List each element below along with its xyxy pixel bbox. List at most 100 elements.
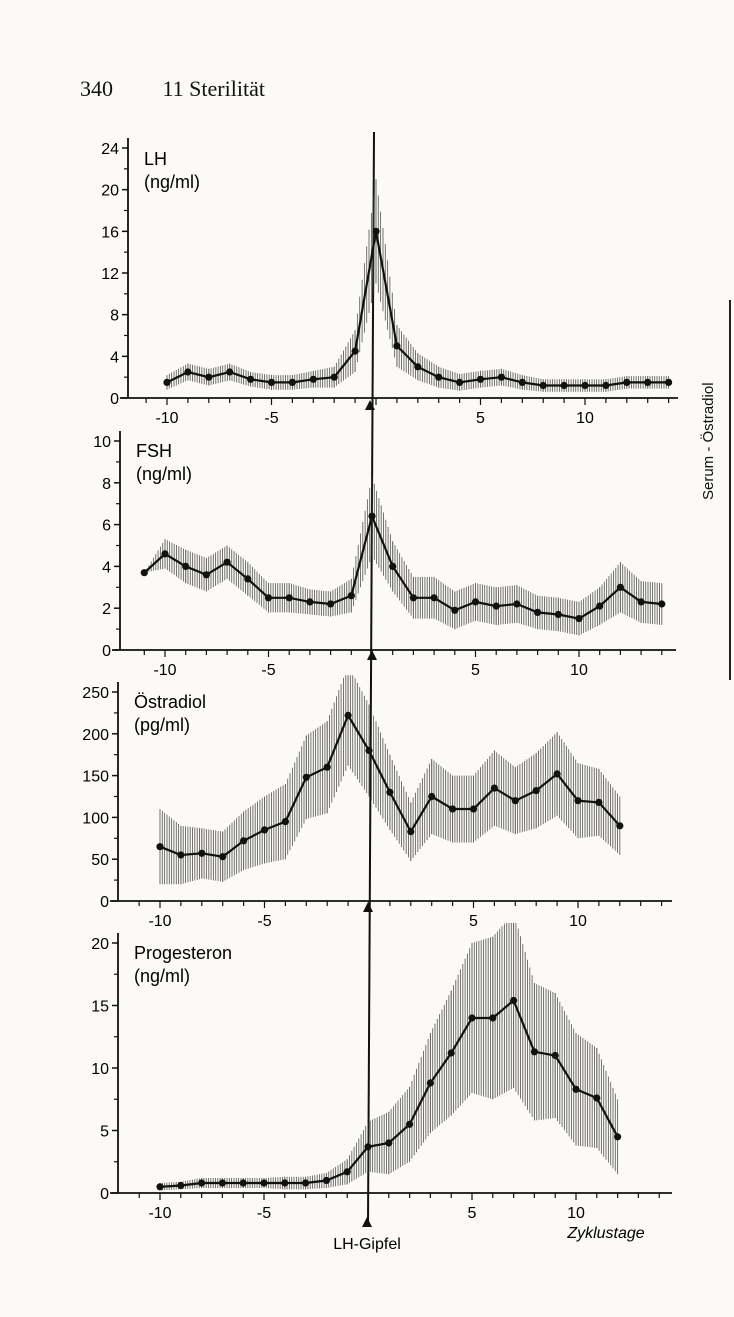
data-point	[513, 600, 521, 608]
x-tick-label: -10	[153, 662, 176, 679]
data-point	[260, 826, 269, 834]
x-tick-label: -10	[148, 1205, 171, 1222]
data-point	[302, 1179, 310, 1187]
data-point	[614, 1133, 622, 1141]
data-point	[177, 1181, 185, 1190]
x-tick-label: -5	[261, 662, 275, 679]
lh-peak-line	[367, 131, 375, 1226]
data-point	[581, 381, 589, 390]
data-point	[327, 600, 335, 608]
data-point	[281, 1179, 289, 1187]
lh-peak-label: LH-Gipfel	[333, 1236, 401, 1253]
data-point	[393, 342, 401, 350]
data-point	[551, 1051, 559, 1060]
data-point	[476, 375, 485, 383]
data-point	[492, 602, 500, 610]
y-tick-label: 150	[82, 769, 109, 786]
error-band	[166, 179, 670, 392]
data-point	[468, 1014, 476, 1022]
data-point	[456, 378, 464, 386]
data-point	[428, 792, 436, 801]
x-tick-label: 5	[476, 410, 485, 427]
data-point	[343, 1168, 351, 1176]
y-tick-label: 20	[91, 936, 109, 953]
lh-peak-arrow	[365, 400, 375, 410]
page-number: 340	[80, 76, 113, 101]
data-point	[554, 610, 562, 619]
data-point	[593, 1094, 601, 1102]
error-band	[146, 476, 663, 636]
data-point	[430, 594, 438, 602]
panel-title: LH	[144, 149, 167, 169]
data-point	[330, 373, 338, 381]
y-tick-label: 8	[110, 308, 119, 325]
panel-unit: (pg/ml)	[134, 715, 190, 735]
data-point	[198, 849, 206, 857]
data-point	[409, 594, 417, 602]
data-point	[385, 1139, 393, 1147]
panel-title: FSH	[136, 441, 172, 461]
y-tick-label: 10	[91, 1061, 109, 1078]
lh-peak-arrow	[363, 902, 373, 912]
data-point	[560, 381, 568, 390]
data-point	[239, 1179, 247, 1187]
panel-unit: (ng/ml)	[144, 172, 200, 192]
data-point	[518, 378, 526, 386]
panel-unit: (ng/ml)	[134, 966, 190, 986]
data-point	[344, 711, 352, 720]
data-point	[447, 1049, 455, 1057]
y-tick-label: 8	[102, 476, 111, 493]
data-point	[247, 375, 255, 383]
data-point	[469, 805, 478, 813]
data-point	[534, 608, 542, 617]
data-point	[240, 837, 248, 845]
y-tick-label: 15	[91, 999, 109, 1016]
y-tick-label: 0	[102, 643, 111, 660]
margin-rule	[729, 300, 731, 680]
data-point	[435, 373, 443, 381]
y-tick-label: 4	[110, 349, 119, 366]
panel-progesteron: 0 5 10 15 20 -10 -5 5 10 Progesteron (ng/ml) LH-Gip…	[91, 923, 672, 1253]
panel-östradiol: 0 50 100 150 200 250 -10 -5 5 10 Östradiol (pg/ml)	[82, 675, 672, 930]
y-tick-label: 50	[91, 852, 109, 869]
data-point	[497, 373, 505, 381]
y-tick-label: 100	[82, 810, 109, 827]
data-point	[407, 828, 415, 836]
y-tick-label: 24	[101, 141, 119, 158]
x-tick-label: -5	[264, 410, 278, 427]
data-point	[309, 375, 317, 383]
data-point	[202, 571, 210, 579]
data-point	[198, 1179, 206, 1187]
data-point	[161, 550, 169, 558]
y-tick-label: 5	[100, 1124, 109, 1141]
x-tick-label: 10	[570, 662, 588, 679]
data-point	[365, 746, 373, 755]
data-point	[281, 818, 289, 826]
data-point	[451, 606, 459, 614]
series-line	[143, 512, 662, 620]
data-point	[623, 378, 631, 386]
data-point	[665, 378, 673, 386]
data-point	[264, 594, 273, 602]
data-point	[372, 227, 380, 235]
x-tick-label: 5	[468, 1205, 477, 1222]
data-point	[223, 558, 231, 566]
y-tick-label: 200	[82, 727, 109, 744]
data-point	[351, 347, 359, 355]
y-tick-label: 4	[102, 559, 111, 576]
lh-peak-arrow	[367, 650, 377, 660]
x-tick-label: -5	[257, 1205, 271, 1222]
x-axis-title: Zyklustage	[566, 1225, 644, 1242]
x-tick-label: 10	[567, 1205, 585, 1222]
data-point	[575, 615, 583, 623]
data-point	[156, 1183, 164, 1191]
x-tick-label: -10	[155, 410, 178, 427]
data-point	[616, 583, 625, 591]
data-point	[602, 381, 610, 390]
x-tick-label: 5	[471, 662, 480, 679]
panel-unit: (ng/ml)	[136, 464, 192, 484]
data-point	[260, 1179, 268, 1187]
data-point	[426, 1079, 434, 1087]
y-tick-label: 20	[101, 183, 119, 200]
